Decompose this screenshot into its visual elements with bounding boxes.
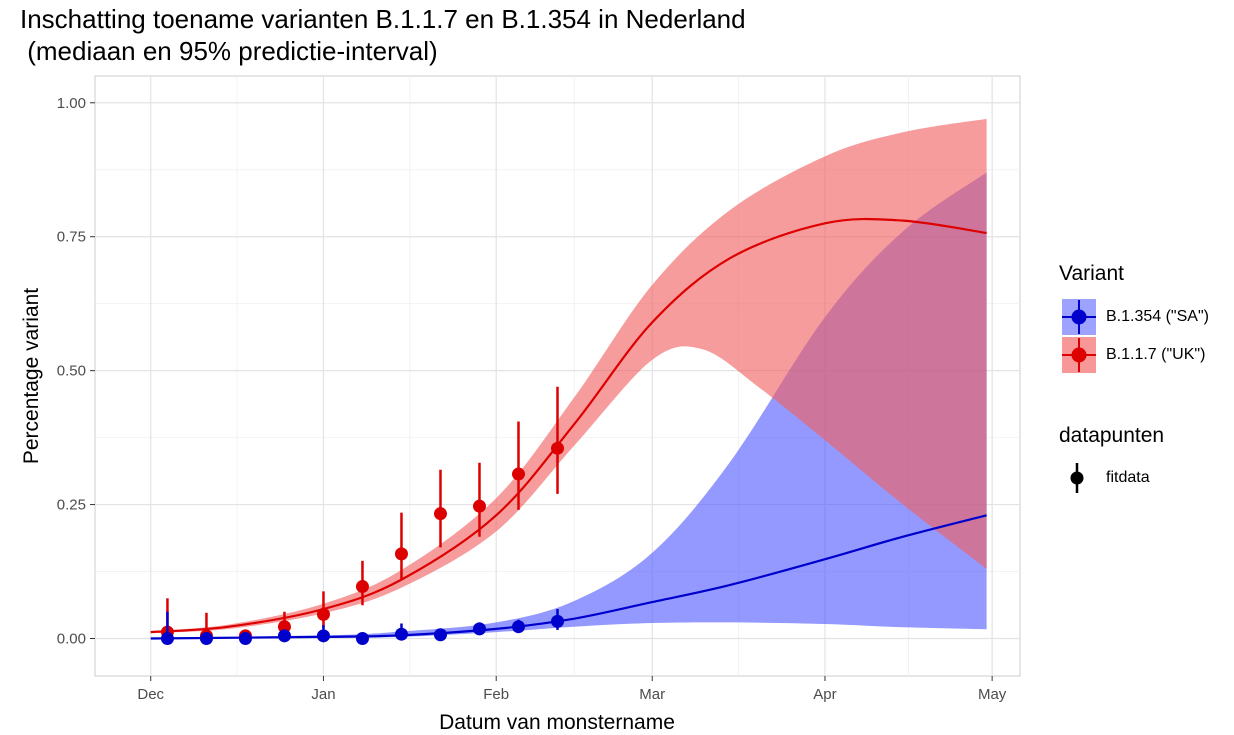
chart-title: Inschatting toename varianten B.1.1.7 en… [20, 4, 746, 34]
x-axis-title: Datum van monstername [439, 711, 675, 734]
data-point-sa [472, 622, 486, 636]
fitdata-points [160, 386, 564, 645]
data-point-sa [394, 627, 408, 641]
data-point-sa [433, 628, 447, 642]
legend-title-datapunten: datapunten [1059, 424, 1165, 447]
data-point-sa [160, 632, 174, 645]
y-tick-label: 0.25 [57, 497, 86, 514]
y-tick-label: 0.00 [57, 631, 86, 648]
x-tick-label: Dec [137, 686, 164, 703]
y-axis-title: Percentage variant [20, 288, 43, 464]
data-point-sa [511, 620, 525, 634]
x-tick-label: Apr [813, 686, 836, 703]
y-tick-label: 0.50 [57, 363, 86, 380]
legend-key-uk [1062, 337, 1096, 373]
legend-label-uk: B.1.1.7 ("UK") [1106, 346, 1206, 363]
data-point-uk [551, 441, 564, 455]
band-uk [150, 118, 987, 634]
y-tick-label: 1.00 [57, 95, 86, 112]
data-point-uk [277, 620, 291, 634]
legend-key-sa [1062, 299, 1096, 335]
x-tick-label: Jan [311, 686, 335, 703]
x-tick-label: Feb [483, 686, 509, 703]
prediction-bands [150, 118, 987, 639]
data-point-sa [199, 632, 213, 645]
median-curves [150, 217, 987, 640]
data-point-sa [316, 629, 330, 643]
legend-label-sa: B.1.354 ("SA") [1106, 308, 1209, 325]
median-line-sa [150, 514, 987, 640]
x-tick-label: Mar [639, 686, 665, 703]
data-point-sa [238, 632, 252, 645]
data-point-uk [394, 547, 408, 561]
data-point-uk [511, 467, 525, 481]
median-line-uk [150, 217, 987, 634]
data-point-uk [316, 607, 330, 621]
chart-subtitle: (mediaan en 95% predictie-interval) [20, 36, 438, 66]
data-point-sa [277, 629, 291, 643]
legend-key-fitdata [1070, 463, 1084, 493]
y-tick-label: 0.75 [57, 229, 86, 246]
axis-ticks: 0.00 0.25 0.50 0.75 1.00 Dec Jan Feb Mar Apr May [57, 95, 1007, 703]
legend-label-fitdata: fitdata [1106, 469, 1150, 486]
data-point-uk [472, 499, 486, 513]
data-point-sa [551, 614, 564, 628]
data-point-sa [355, 632, 369, 645]
data-point-uk [433, 507, 447, 521]
data-point-uk [355, 580, 369, 594]
x-tick-label: May [978, 686, 1007, 703]
band-sa [150, 172, 987, 639]
legend-title-variant: Variant [1059, 262, 1124, 285]
